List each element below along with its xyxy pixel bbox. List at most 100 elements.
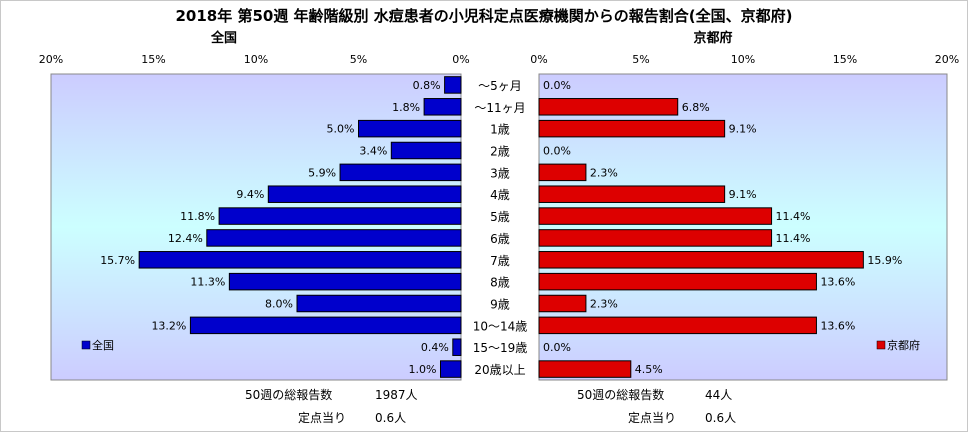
national-per-site-value: 0.6人 [375, 411, 406, 425]
data-label-kyoto: 0.0% [543, 341, 571, 354]
legend-swatch-national [81, 340, 91, 350]
legend-label-national: 全国 [92, 338, 114, 352]
kyoto-total-value: 44人 [705, 388, 732, 402]
data-label-national: 5.0% [327, 123, 355, 136]
x-tick-label: 20% [935, 53, 959, 66]
x-axis-national: 0% 5% 10% 15% 20% [39, 53, 470, 66]
bar-kyoto [538, 119, 726, 138]
data-label-national: 3.4% [359, 145, 387, 158]
bar-kyoto [538, 360, 632, 378]
bar-national [444, 76, 462, 94]
category-label: ～11ヶ月 [474, 101, 525, 115]
data-label-national: 13.2% [151, 319, 186, 332]
x-tick-label: 0% [452, 53, 469, 66]
category-label: 6歳 [490, 232, 510, 246]
data-label-kyoto: 9.1% [729, 188, 757, 201]
bar-kyoto [538, 251, 864, 269]
legend-national: 全国 [81, 338, 114, 352]
data-label-national: 15.7% [100, 254, 135, 267]
data-label-national: 11.8% [180, 210, 215, 223]
bar-kyoto [538, 163, 587, 182]
category-label: 3歳 [490, 166, 510, 180]
panel-title-kyoto: 京都府 [693, 30, 732, 46]
data-label-national: 9.4% [236, 188, 264, 201]
footer-kyoto: 50週の総報告数 44人 定点当り 0.6人 [577, 387, 736, 425]
data-label-national: 12.4% [168, 232, 203, 245]
data-label-national: 5.9% [308, 166, 336, 179]
bar-kyoto [538, 272, 817, 291]
bar-national [452, 338, 462, 356]
data-label-kyoto: 2.3% [590, 166, 618, 179]
x-tick-label: 20% [39, 53, 63, 66]
category-label: ～5ヶ月 [478, 79, 522, 93]
x-axis-kyoto: 0% 5% 10% 15% 20% [530, 53, 959, 66]
data-label-kyoto: 13.6% [820, 276, 855, 289]
category-label: 5歳 [490, 210, 510, 224]
x-tick-label: 15% [833, 53, 857, 66]
data-label-national: 8.0% [265, 298, 293, 311]
national-per-site-label: 定点当り [298, 410, 346, 425]
legend-kyoto: 京都府 [876, 338, 920, 352]
bar-national [296, 294, 462, 313]
bar-kyoto [538, 185, 726, 203]
bar-kyoto [538, 294, 587, 313]
bar-national [206, 229, 462, 247]
data-label-national: 1.0% [409, 363, 437, 376]
data-label-kyoto: 2.3% [590, 298, 618, 311]
bar-national [358, 119, 462, 138]
category-labels: ～5ヶ月 ～11ヶ月 1歳 2歳 3歳 4歳 5歳 6歳 7歳 8歳 9歳 10～14歳 15～19歳 2… [473, 79, 528, 377]
bar-kyoto [538, 316, 817, 335]
data-label-kyoto: 0.0% [543, 145, 571, 158]
kyoto-total-label: 50週の総報告数 [577, 387, 664, 402]
bar-kyoto [538, 98, 679, 116]
data-label-national: 0.8% [413, 79, 441, 92]
panel-title-national: 全国 [210, 30, 237, 46]
category-label: 10～14歳 [473, 319, 528, 333]
chart-title: 2018年 第50週 年齢階級別 水痘患者の小児科定点医療機関からの報告割合(全… [175, 7, 792, 25]
x-tick-label: 10% [731, 53, 755, 66]
footer-national: 50週の総報告数 1987人 定点当り 0.6人 [245, 387, 418, 425]
national-total-label: 50週の総報告数 [245, 387, 332, 402]
data-label-kyoto: 6.8% [682, 101, 710, 114]
kyoto-per-site-label: 定点当り [628, 410, 676, 425]
data-label-kyoto: 0.0% [543, 79, 571, 92]
bars-layer: 0.8% 0.0% 1.8% 6.8% 5.0% 9.1% 3.4% 0.0% 5.9% 2.3%… [100, 76, 902, 378]
category-label: 2歳 [490, 145, 510, 159]
data-label-national: 11.3% [190, 276, 225, 289]
bar-national [423, 98, 462, 116]
bar-national [218, 207, 462, 225]
bar-national [339, 163, 462, 182]
category-label: 20歳以上 [474, 363, 525, 377]
bar-national [228, 272, 462, 291]
data-label-kyoto: 11.4% [776, 210, 811, 223]
x-tick-label: 5% [632, 53, 649, 66]
category-label: 9歳 [490, 298, 510, 312]
kyoto-per-site-value: 0.6人 [705, 411, 736, 425]
data-label-national: 0.4% [421, 341, 449, 354]
x-tick-label: 15% [141, 53, 165, 66]
category-label: 15～19歳 [473, 341, 528, 355]
bar-national [440, 360, 462, 378]
category-label: 4歳 [490, 188, 510, 202]
legend-label-kyoto: 京都府 [887, 338, 920, 352]
data-label-kyoto: 13.6% [820, 319, 855, 332]
bar-national [189, 316, 462, 335]
x-tick-label: 10% [244, 53, 268, 66]
bar-kyoto [538, 207, 773, 225]
bar-kyoto [538, 229, 773, 247]
category-label: 8歳 [490, 276, 510, 290]
x-tick-label: 0% [530, 53, 547, 66]
bar-national [138, 251, 462, 269]
bar-national [390, 141, 462, 160]
category-label: 1歳 [490, 123, 510, 137]
bar-national [267, 185, 462, 203]
national-total-value: 1987人 [375, 388, 418, 402]
data-label-national: 1.8% [392, 101, 420, 114]
data-label-kyoto: 11.4% [776, 232, 811, 245]
data-label-kyoto: 15.9% [867, 254, 902, 267]
data-label-kyoto: 4.5% [635, 363, 663, 376]
x-tick-label: 5% [350, 53, 367, 66]
data-label-kyoto: 9.1% [729, 123, 757, 136]
legend-swatch-kyoto [876, 340, 886, 350]
